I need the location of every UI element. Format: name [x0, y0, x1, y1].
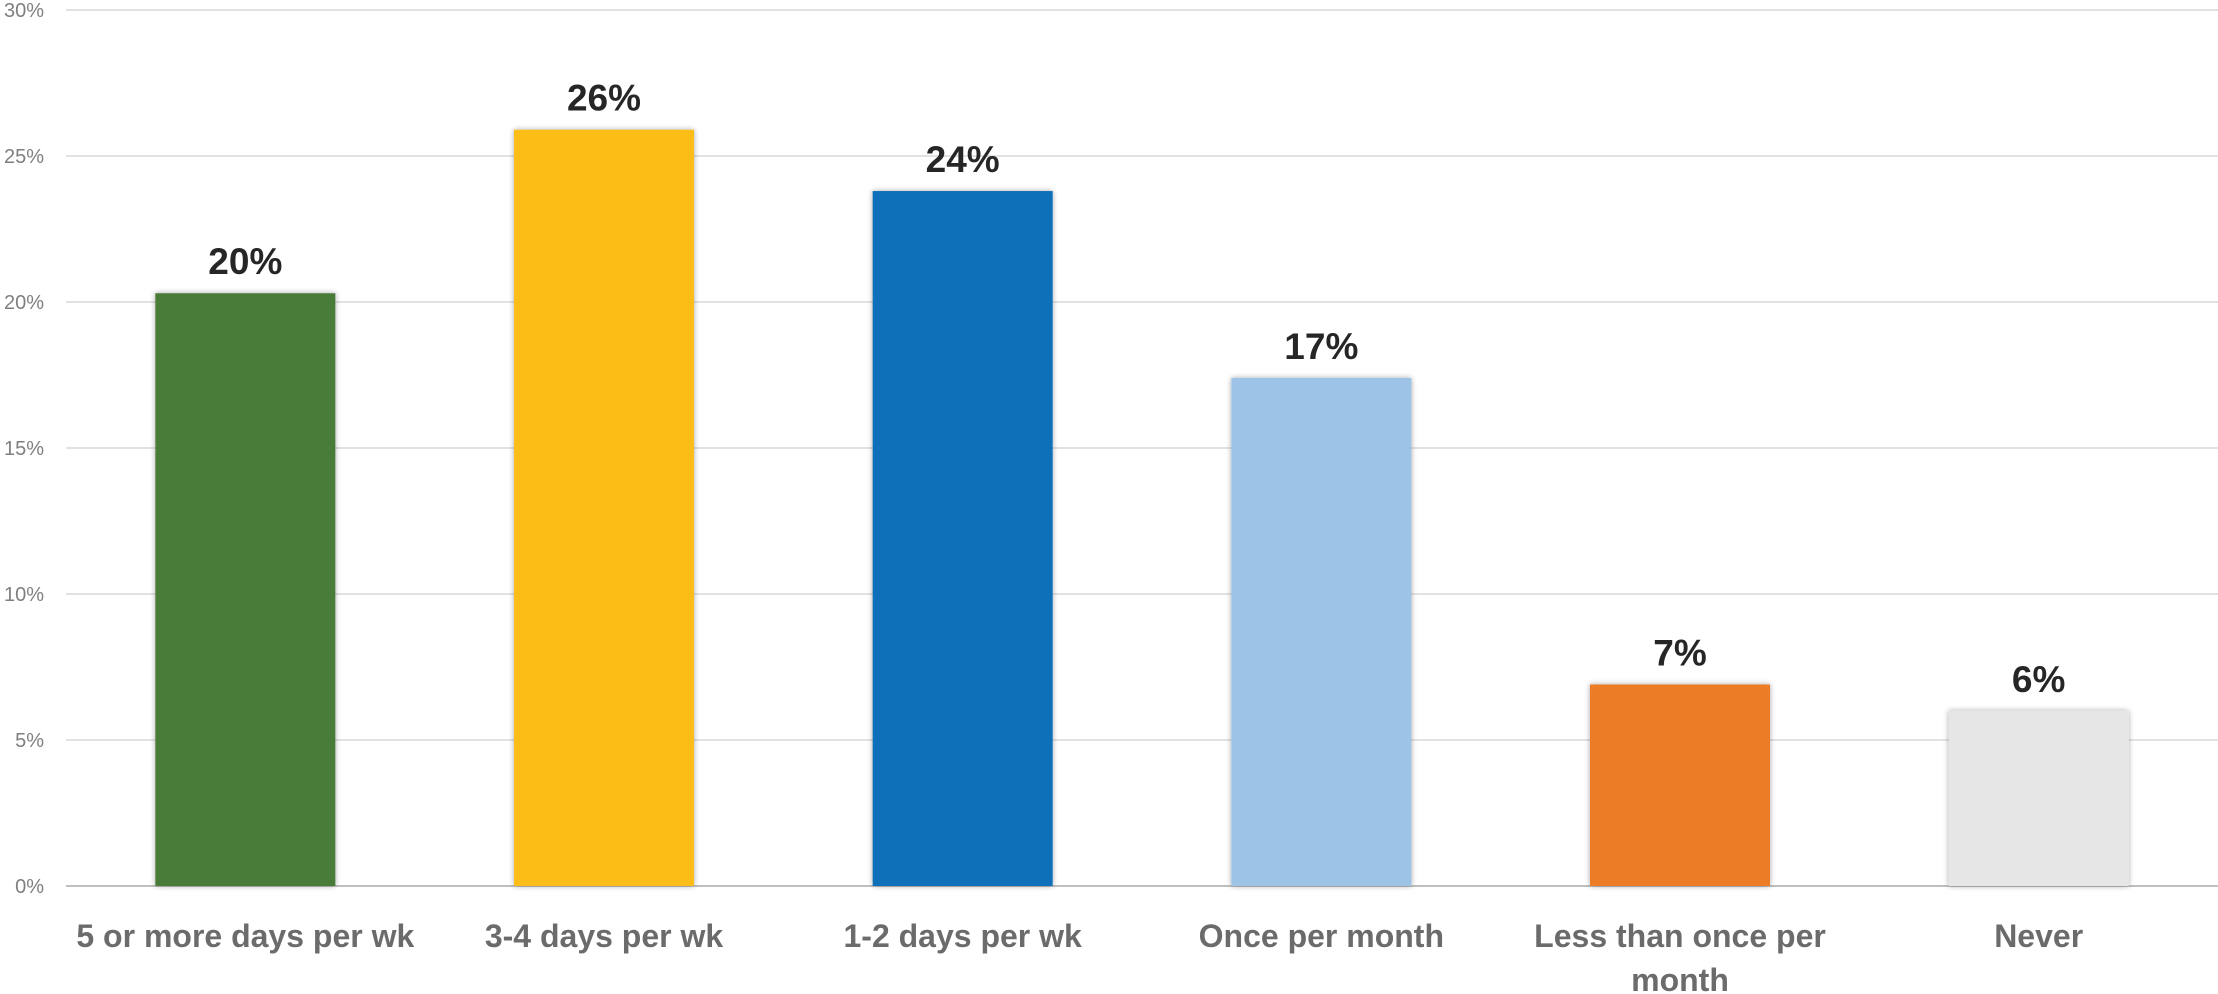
bar [1231, 377, 1412, 886]
bar [1590, 684, 1770, 886]
data-labels: 20% 26% 24% 17% 7% 6% [208, 78, 2065, 700]
data-label: 7% [1653, 633, 1706, 674]
bar [1948, 710, 2129, 886]
x-tick-label: Never [1994, 918, 2083, 954]
x-tick-label-line: month [1631, 962, 1729, 994]
data-label: 24% [926, 139, 1000, 180]
y-tick-label: 5% [15, 730, 44, 752]
x-tick-label-line: 3-4 days per wk [485, 918, 724, 954]
data-label: 17% [1284, 326, 1358, 367]
data-label: 20% [208, 241, 282, 282]
bar [514, 129, 694, 887]
bar [872, 191, 1053, 887]
x-tick-label-line: 5 or more days per wk [76, 918, 414, 954]
y-tick-label: 10% [4, 584, 44, 606]
x-tick-label: 3-4 days per wk [485, 918, 724, 954]
x-tick-label: Less than once per month [1534, 918, 1826, 994]
x-tick-label-line: Less than once per [1534, 918, 1826, 954]
x-tick-label: Once per month [1199, 918, 1444, 954]
bars [155, 129, 2129, 887]
x-tick-label-line: 1-2 days per wk [843, 918, 1082, 954]
gridlines [66, 9, 2218, 887]
data-label: 6% [2012, 659, 2065, 700]
bar [155, 293, 336, 886]
x-tick-label: 5 or more days per wk [76, 918, 414, 954]
x-tick-label: 1-2 days per wk [843, 918, 1082, 954]
data-label: 26% [567, 78, 641, 119]
y-tick-label: 25% [4, 146, 44, 168]
x-tick-label-line: Once per month [1199, 918, 1444, 954]
y-tick-label: 15% [4, 438, 44, 460]
y-tick-label: 20% [4, 292, 44, 314]
y-tick-label: 30% [4, 0, 44, 22]
x-tick-label-line: Never [1994, 918, 2083, 954]
x-axis-tick-labels: 5 or more days per wk 3-4 days per wk 1-2 … [76, 918, 2083, 994]
y-axis-tick-labels: 0% 5% 10% 15% 20% 25% 30% [4, 0, 44, 898]
y-tick-label: 0% [15, 876, 44, 898]
